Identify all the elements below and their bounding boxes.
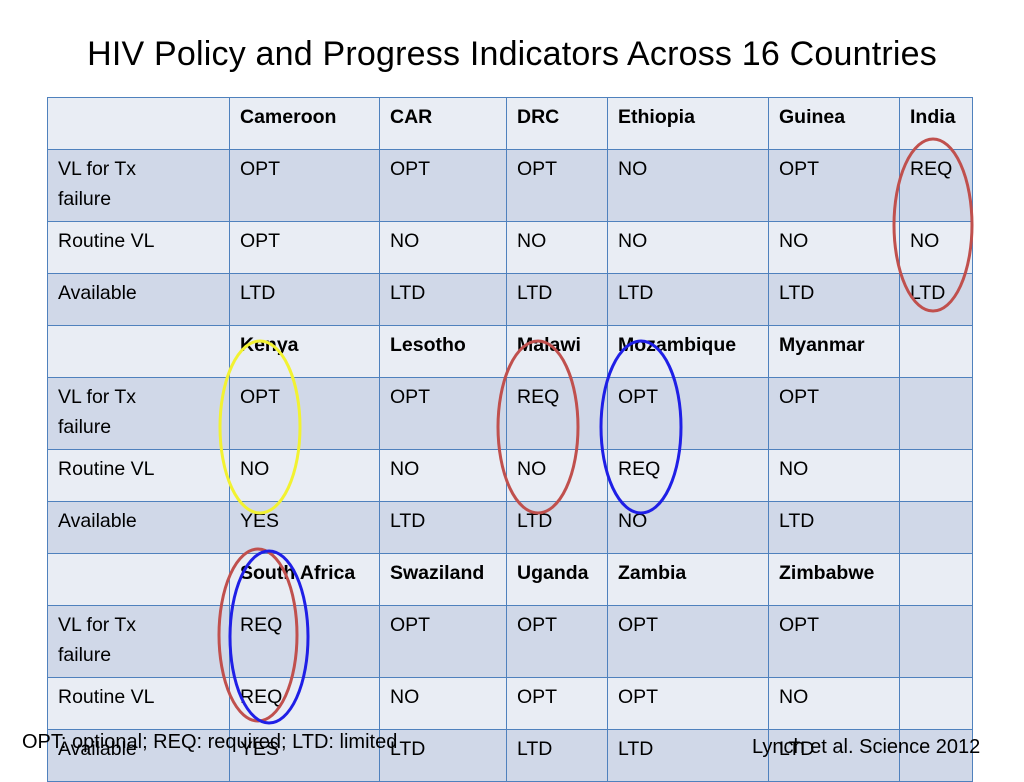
row-label-cell: Routine VL <box>47 449 230 502</box>
table-row: VL for Tx failure OPT OPT OPT NO OPT REQ <box>47 149 973 222</box>
value-cell: NO <box>899 221 973 274</box>
value-cell: NO <box>607 501 769 554</box>
value-cell: NO <box>379 449 507 502</box>
country-header-row: South Africa Swaziland Uganda Zambia Zimbabw… <box>47 553 973 606</box>
value-cell: OPT <box>607 605 769 678</box>
header-blank-cell <box>47 97 230 150</box>
country-header-row: Kenya Lesotho Malawi Mozambique Myanmar <box>47 325 973 378</box>
value-cell: NO <box>506 449 608 502</box>
table-row: VL for Tx failure OPT OPT REQ OPT OPT <box>47 377 973 450</box>
value-cell: OPT <box>229 377 380 450</box>
country-header-cell <box>899 325 973 378</box>
value-cell: LTD <box>768 501 900 554</box>
header-blank-cell <box>47 553 230 606</box>
value-cell: LTD <box>506 273 608 326</box>
value-cell: LTD <box>379 501 507 554</box>
country-header-cell: Lesotho <box>379 325 507 378</box>
value-cell: NO <box>768 677 900 730</box>
value-cell: NO <box>379 221 507 274</box>
country-header-cell: Uganda <box>506 553 608 606</box>
value-cell: LTD <box>899 273 973 326</box>
policy-table: Cameroon CAR DRC Ethiopia Guinea India VL for … <box>47 97 973 782</box>
country-header-cell: Malawi <box>506 325 608 378</box>
country-header-cell: DRC <box>506 97 608 150</box>
value-cell <box>899 449 973 502</box>
legend-footnote: OPT: optional; REQ: required; LTD: limit… <box>22 731 398 753</box>
value-cell <box>899 605 973 678</box>
value-cell: OPT <box>229 149 380 222</box>
value-cell: REQ <box>229 677 380 730</box>
row-label-cell: Available <box>47 273 230 326</box>
value-cell: OPT <box>768 377 900 450</box>
value-cell: LTD <box>379 729 507 782</box>
row-label-cell: VL for Tx failure <box>47 605 230 678</box>
value-cell: REQ <box>899 149 973 222</box>
country-header-row: Cameroon CAR DRC Ethiopia Guinea India <box>47 97 973 150</box>
value-cell: REQ <box>607 449 769 502</box>
value-cell: NO <box>379 677 507 730</box>
value-cell: OPT <box>607 377 769 450</box>
value-cell: NO <box>506 221 608 274</box>
country-header-cell: India <box>899 97 973 150</box>
value-cell: REQ <box>506 377 608 450</box>
value-cell: LTD <box>607 729 769 782</box>
country-header-cell: Swaziland <box>379 553 507 606</box>
value-cell: OPT <box>379 377 507 450</box>
slide-title: HIV Policy and Progress Indicators Acros… <box>87 35 937 73</box>
value-cell: YES <box>229 501 380 554</box>
table-row: Routine VL OPT NO NO NO NO NO <box>47 221 973 274</box>
value-cell: REQ <box>229 605 380 678</box>
value-cell: OPT <box>607 677 769 730</box>
country-header-cell: Guinea <box>768 97 900 150</box>
row-label-cell: VL for Tx failure <box>47 149 230 222</box>
country-header-cell: Myanmar <box>768 325 900 378</box>
country-header-cell: South Africa <box>229 553 380 606</box>
value-cell <box>899 677 973 730</box>
value-cell: OPT <box>768 149 900 222</box>
value-cell: OPT <box>506 149 608 222</box>
row-label-cell: Routine VL <box>47 677 230 730</box>
value-cell <box>899 501 973 554</box>
table-row: Routine VL REQ NO OPT OPT NO <box>47 677 973 730</box>
value-cell: OPT <box>229 221 380 274</box>
value-cell: NO <box>768 221 900 274</box>
value-cell: NO <box>229 449 380 502</box>
table-row: Available LTD LTD LTD LTD LTD LTD <box>47 273 973 326</box>
value-cell: LTD <box>506 501 608 554</box>
country-header-cell: Ethiopia <box>607 97 769 150</box>
value-cell: OPT <box>506 605 608 678</box>
value-cell: NO <box>607 221 769 274</box>
value-cell: LTD <box>229 273 380 326</box>
value-cell: LTD <box>379 273 507 326</box>
country-header-cell: Cameroon <box>229 97 380 150</box>
value-cell: OPT <box>768 605 900 678</box>
table-row: VL for Tx failure REQ OPT OPT OPT OPT <box>47 605 973 678</box>
table-row: Available YES LTD LTD NO LTD <box>47 501 973 554</box>
country-header-cell: Zambia <box>607 553 769 606</box>
row-label-cell: Available <box>47 501 230 554</box>
table-row: Routine VL NO NO NO REQ NO <box>47 449 973 502</box>
country-header-cell: Kenya <box>229 325 380 378</box>
country-header-cell: CAR <box>379 97 507 150</box>
row-label-cell: VL for Tx failure <box>47 377 230 450</box>
value-cell: OPT <box>506 677 608 730</box>
country-header-cell <box>899 553 973 606</box>
country-header-cell: Zimbabwe <box>768 553 900 606</box>
country-header-cell: Mozambique <box>607 325 769 378</box>
value-cell: OPT <box>379 149 507 222</box>
row-label-cell: Routine VL <box>47 221 230 274</box>
header-blank-cell <box>47 325 230 378</box>
value-cell: LTD <box>506 729 608 782</box>
value-cell: NO <box>607 149 769 222</box>
value-cell <box>899 377 973 450</box>
value-cell: LTD <box>607 273 769 326</box>
value-cell: OPT <box>379 605 507 678</box>
citation: Lynch et al. Science 2012 <box>752 736 981 758</box>
value-cell: LTD <box>768 273 900 326</box>
value-cell: NO <box>768 449 900 502</box>
